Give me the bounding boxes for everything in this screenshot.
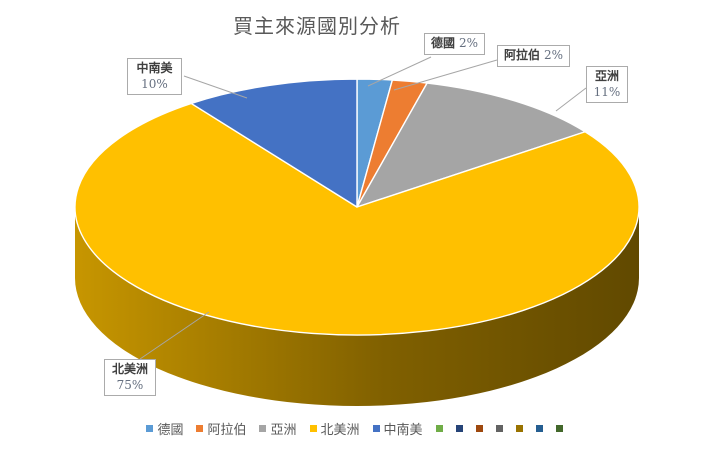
legend-item-empty-7[interactable]: [555, 425, 563, 432]
chart-title: 買主來源國別分析: [233, 14, 401, 38]
legend-swatch: [309, 425, 317, 432]
pie-side-north-america[interactable]: [75, 207, 639, 406]
data-label-percent: 2%: [544, 48, 564, 62]
data-label-name: 中南美: [136, 61, 173, 75]
legend-item-asia[interactable]: 亞洲: [259, 419, 297, 438]
legend-item-germany[interactable]: 德國: [146, 419, 183, 438]
legend-swatch: [259, 425, 267, 432]
data-label-name: 德國: [431, 36, 456, 50]
data-label-germany[interactable]: 德國 2%: [424, 33, 486, 55]
legend-swatch: [495, 425, 503, 432]
leader-line-germany: [367, 56, 432, 87]
pie-slice-north-america[interactable]: [74, 102, 640, 336]
data-label-asia[interactable]: 亞洲 11%: [586, 66, 628, 104]
legend-swatch: [515, 425, 523, 432]
legend-label: 德國: [157, 423, 184, 438]
legend-swatch: [372, 425, 380, 432]
data-label-name: 北美洲: [111, 362, 148, 376]
data-label-name: 阿拉伯: [504, 48, 541, 62]
leader-line-north-america: [139, 311, 210, 360]
leader-line-asia: [555, 87, 587, 112]
legend-item-empty-3[interactable]: [475, 425, 483, 432]
legend: 德國 阿拉伯 亞洲 北美洲 中南美: [0, 419, 709, 438]
data-label-percent: 2%: [459, 36, 479, 50]
legend-swatch: [196, 425, 204, 432]
legend-label: 阿拉伯: [207, 423, 247, 438]
legend-item-empty-6[interactable]: [535, 425, 543, 432]
data-label-percent: 75%: [116, 377, 144, 392]
legend-label: 中南美: [383, 423, 423, 438]
legend-swatch: [475, 425, 483, 432]
legend-label: 北美洲: [320, 423, 360, 438]
leader-lines: [139, 56, 587, 360]
legend-swatch: [435, 425, 443, 432]
leader-line-arab: [393, 59, 498, 91]
leader-line-central-south-america: [183, 75, 248, 99]
legend-item-empty-1[interactable]: [435, 425, 443, 432]
legend-swatch: [146, 425, 154, 432]
legend-item-empty-4[interactable]: [495, 425, 503, 432]
pie-slices: [74, 78, 640, 406]
legend-swatch: [555, 425, 563, 432]
data-label-percent: 10%: [141, 76, 168, 91]
legend-item-north-america[interactable]: 北美洲: [309, 419, 360, 438]
data-label-percent: 11%: [593, 84, 621, 99]
legend-item-arab[interactable]: 阿拉伯: [196, 419, 246, 438]
pie-slice-asia[interactable]: [356, 82, 586, 208]
legend-swatch: [535, 425, 543, 432]
legend-item-empty-5[interactable]: [515, 425, 523, 432]
legend-item-central-south-america[interactable]: 中南美: [372, 419, 423, 438]
pie-slice-central-south-america[interactable]: [190, 78, 358, 208]
data-label-central-south-america[interactable]: 中南美 10%: [127, 58, 182, 96]
data-label-arab[interactable]: 阿拉伯 2%: [497, 45, 571, 67]
legend-item-empty-2[interactable]: [455, 425, 463, 432]
data-label-north-america[interactable]: 北美洲 75%: [104, 359, 156, 397]
legend-label: 亞洲: [270, 423, 297, 438]
data-label-name: 亞洲: [594, 69, 619, 83]
legend-swatch: [455, 425, 463, 432]
